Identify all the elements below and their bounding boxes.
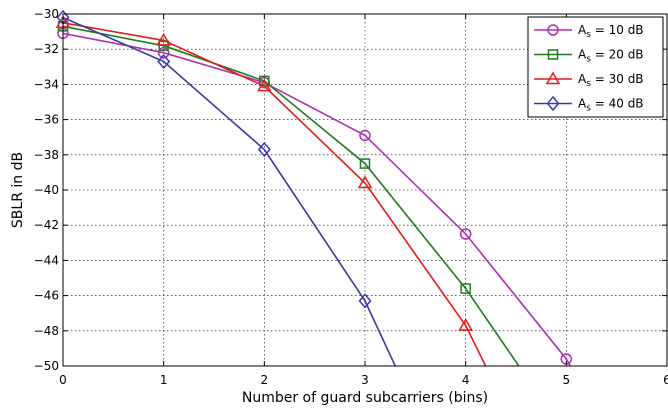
legend-label-subscript: s: [586, 55, 591, 65]
y-tick-label: −48: [34, 324, 59, 338]
y-tick-label: −36: [34, 113, 59, 127]
legend-label: As = 20 dB: [578, 48, 644, 65]
x-tick-label: 5: [563, 373, 571, 387]
legend-marker: [545, 71, 561, 85]
series-lines: [63, 16, 572, 366]
y-axis-ticks: −30 −32 −34 −36 −38 −40 −42 −44 −46 −48 −50: [34, 7, 667, 373]
y-tick-label: −50: [34, 359, 59, 373]
y-tick-label: −44: [34, 253, 59, 267]
legend-label-subscript: s: [586, 79, 591, 89]
data-point-diamond: [257, 141, 271, 158]
series-line-4: [63, 16, 397, 366]
data-point-square: [259, 75, 270, 87]
legend-label-rest: = 40 dB: [591, 97, 644, 111]
legend-entry-1: As = 10 dB: [534, 23, 644, 40]
legend-marker: [546, 95, 560, 112]
x-axis-ticks: 0 1 2 3 4 5 6: [59, 14, 668, 387]
series-line-3: [63, 22, 487, 366]
legend-label-rest: = 30 dB: [591, 72, 644, 86]
x-tick-label: 4: [462, 373, 470, 387]
x-tick-label: 1: [160, 373, 168, 387]
y-tick-label: −42: [34, 218, 59, 232]
data-point-triangle: [156, 32, 171, 46]
grid-lines: [63, 14, 667, 366]
data-point-square: [158, 40, 169, 51]
y-tick-label: −46: [34, 289, 59, 303]
y-tick-label: −30: [34, 7, 59, 21]
legend-marker: [547, 49, 559, 60]
legend-label: As = 30 dB: [578, 72, 644, 89]
legend-label: As = 40 dB: [578, 97, 644, 114]
data-point-diamond: [358, 293, 372, 309]
legend-label: As = 10 dB: [578, 23, 644, 40]
legend-label-main: A: [578, 48, 587, 62]
data-point-circle: [359, 129, 371, 142]
data-point-triangle: [458, 318, 473, 331]
y-tick-label: −32: [34, 42, 59, 56]
legend-marker: [547, 24, 559, 36]
legend-label-main: A: [578, 23, 587, 37]
series-line-2: [63, 25, 520, 366]
y-tick-label: −38: [34, 148, 59, 162]
data-point-square: [359, 158, 371, 169]
legend-label-main: A: [578, 72, 587, 86]
x-tick-label: 3: [361, 373, 369, 387]
data-point-square: [460, 283, 471, 294]
legend-label-subscript: s: [586, 30, 591, 40]
series-line-1: [63, 32, 572, 366]
legend-label-subscript: s: [586, 104, 591, 114]
data-point-triangle: [357, 175, 373, 189]
data-point-triangle: [257, 78, 272, 92]
series-markers: [55, 9, 573, 365]
data-point-diamond: [157, 53, 171, 70]
legend-entry-2: As = 20 dB: [534, 48, 644, 65]
legend-entry-4: As = 40 dB: [534, 95, 644, 114]
x-tick-label: 6: [663, 373, 668, 387]
legend-label-rest: = 10 dB: [591, 23, 644, 37]
x-tick-label: 2: [261, 373, 269, 387]
y-tick-label: −34: [34, 77, 59, 91]
x-tick-label: 0: [59, 373, 67, 387]
data-point-circle: [459, 228, 472, 240]
legend-entry-3: As = 30 dB: [534, 71, 644, 89]
y-tick-label: −40: [34, 183, 59, 197]
data-point-circle: [157, 46, 170, 59]
y-axis-label: SBLR in dB: [10, 152, 26, 228]
legend-label-rest: = 20 dB: [591, 48, 644, 62]
legend-label-main: A: [578, 97, 587, 111]
x-axis-label: Number of guard subcarriers (bins): [242, 390, 488, 406]
